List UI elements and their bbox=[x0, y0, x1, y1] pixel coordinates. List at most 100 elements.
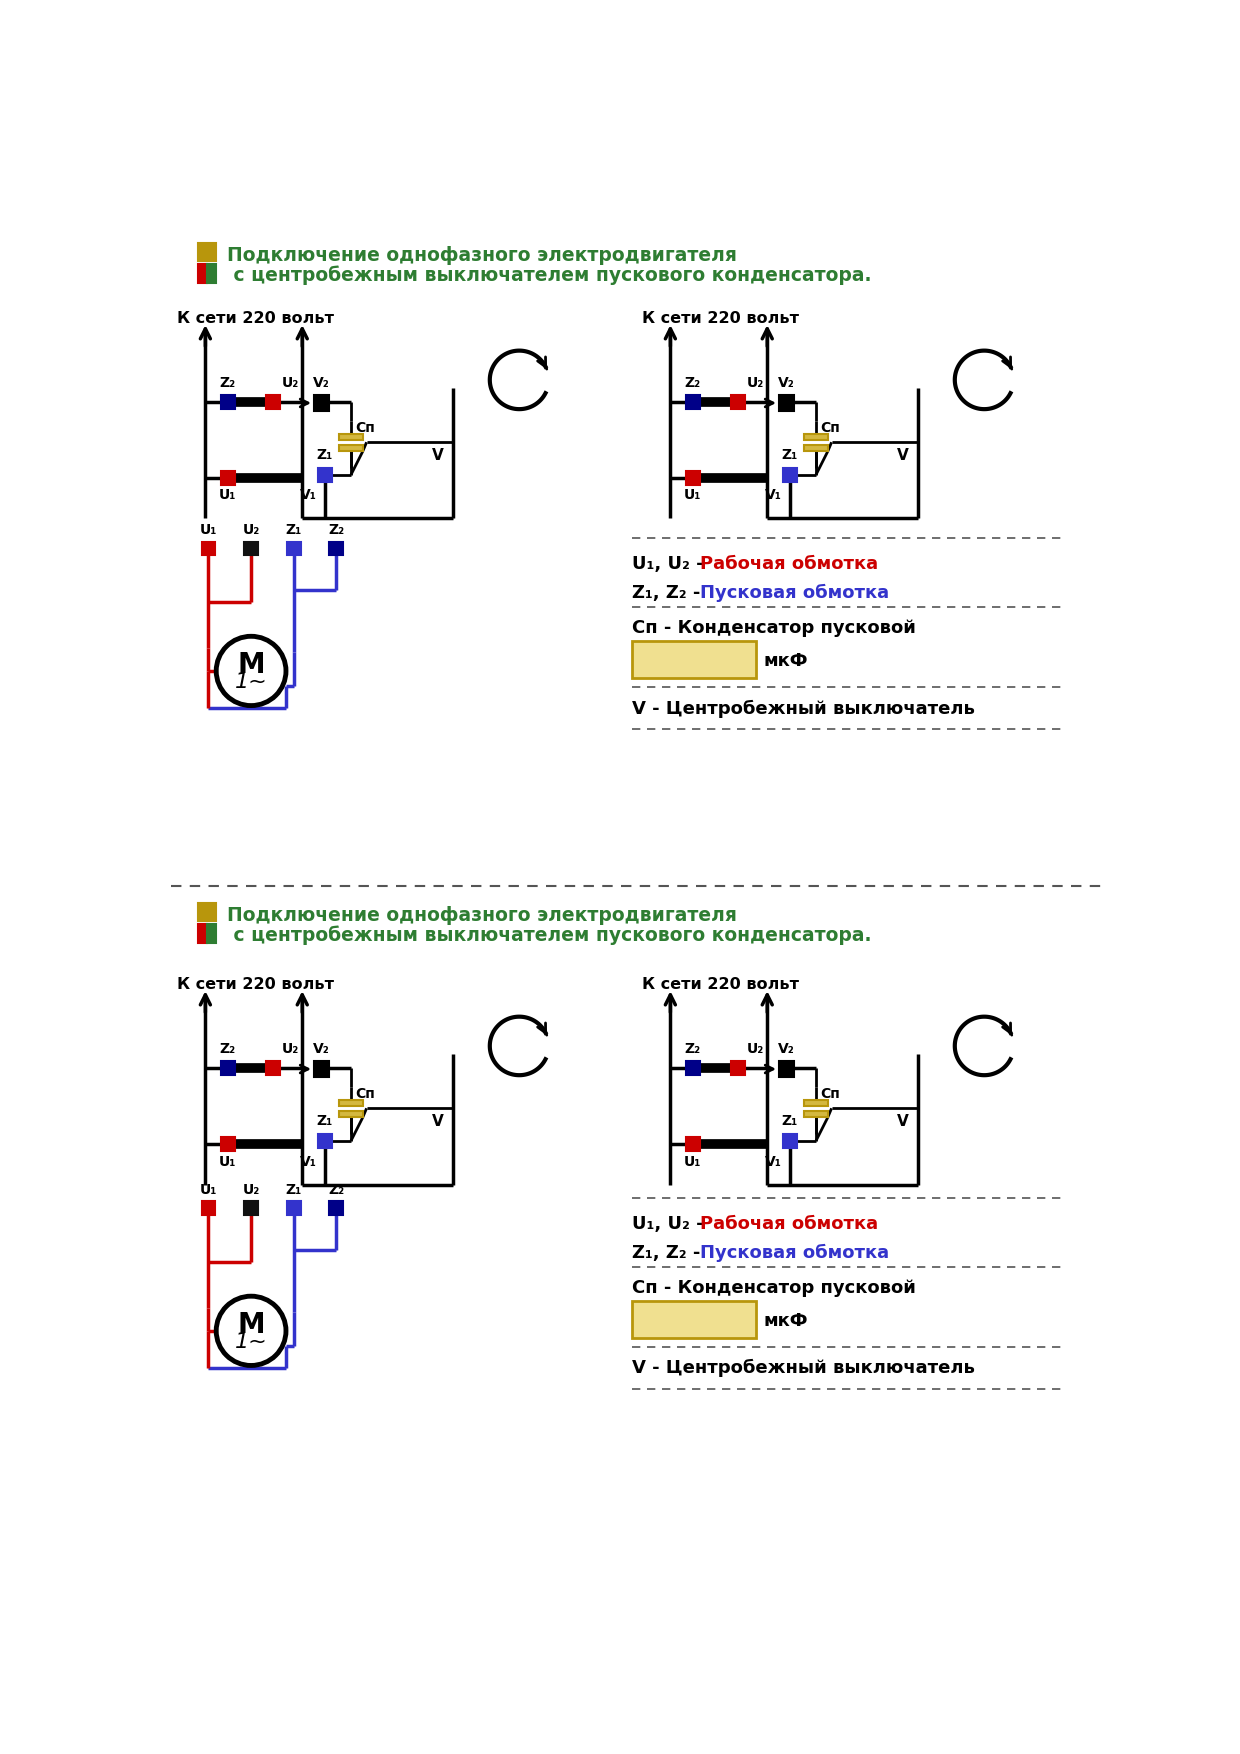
Bar bbox=[201, 542, 216, 556]
Text: U₁: U₁ bbox=[219, 488, 237, 502]
Bar bbox=[340, 444, 363, 451]
Bar bbox=[221, 395, 234, 409]
Text: Z₁: Z₁ bbox=[316, 449, 332, 463]
Bar bbox=[631, 640, 755, 677]
Bar bbox=[782, 1133, 797, 1147]
Text: Подключение однофазного электродвигателя: Подключение однофазного электродвигателя bbox=[227, 905, 737, 924]
Text: U₂: U₂ bbox=[746, 1042, 764, 1056]
Text: К сети 220 вольт: К сети 220 вольт bbox=[642, 977, 799, 991]
Text: V₂: V₂ bbox=[314, 375, 330, 389]
Text: Z₁: Z₁ bbox=[781, 449, 797, 463]
Text: мкФ: мкФ bbox=[764, 1312, 808, 1330]
Text: V₂: V₂ bbox=[779, 375, 795, 389]
Bar bbox=[782, 468, 797, 482]
Bar bbox=[286, 542, 300, 556]
Bar bbox=[197, 242, 216, 261]
Text: К сети 220 вольт: К сети 220 вольт bbox=[176, 977, 334, 991]
Bar bbox=[314, 395, 330, 410]
Bar bbox=[244, 542, 258, 556]
Text: U₁: U₁ bbox=[200, 1182, 217, 1196]
Text: U₂: U₂ bbox=[243, 523, 259, 537]
Bar bbox=[317, 468, 332, 482]
Bar bbox=[730, 395, 745, 409]
Text: V₂: V₂ bbox=[779, 1042, 795, 1056]
Bar bbox=[730, 1061, 745, 1075]
Text: M: M bbox=[237, 1310, 265, 1338]
Bar bbox=[686, 1061, 699, 1075]
Text: V: V bbox=[432, 1114, 444, 1130]
Bar bbox=[197, 903, 216, 921]
Bar bbox=[631, 1301, 755, 1338]
Text: 1~: 1~ bbox=[234, 1331, 268, 1352]
Text: Рабочая обмотка: Рабочая обмотка bbox=[699, 554, 878, 572]
Text: К сети 220 вольт: К сети 220 вольт bbox=[642, 310, 799, 326]
Bar bbox=[686, 470, 699, 484]
Bar bbox=[805, 1100, 828, 1107]
Text: Сп - Конденсатор пусковой: Сп - Конденсатор пусковой bbox=[631, 619, 915, 637]
Bar bbox=[221, 1061, 234, 1075]
Bar bbox=[805, 433, 828, 440]
Bar bbox=[265, 1061, 280, 1075]
Bar bbox=[317, 1133, 332, 1147]
Text: V - Центробежный выключатель: V - Центробежный выключатель bbox=[631, 1359, 975, 1377]
Text: Z₁, Z₂ -: Z₁, Z₂ - bbox=[631, 584, 707, 602]
Text: мкФ: мкФ bbox=[764, 652, 808, 670]
Text: V₁: V₁ bbox=[765, 488, 782, 502]
Text: V₁: V₁ bbox=[300, 1154, 317, 1168]
Bar bbox=[221, 470, 234, 484]
Text: V₂: V₂ bbox=[314, 1042, 330, 1056]
Text: Пусковая обмотка: Пусковая обмотка bbox=[699, 1244, 889, 1261]
Text: с центробежным выключателем пускового конденсатора.: с центробежным выключателем пускового ко… bbox=[227, 926, 872, 945]
Text: U₂: U₂ bbox=[746, 375, 764, 389]
Text: Cп: Cп bbox=[355, 421, 374, 435]
Text: Z₂: Z₂ bbox=[329, 523, 345, 537]
Bar bbox=[314, 1061, 330, 1077]
Text: U₁: U₁ bbox=[684, 488, 702, 502]
Text: К сети 220 вольт: К сети 220 вольт bbox=[176, 310, 334, 326]
Text: Сп - Конденсатор пусковой: Сп - Конденсатор пусковой bbox=[631, 1279, 915, 1298]
Text: Z₂: Z₂ bbox=[219, 1042, 236, 1056]
Text: Z₁: Z₁ bbox=[316, 1114, 332, 1128]
Bar bbox=[805, 1110, 828, 1117]
Bar bbox=[201, 1201, 216, 1216]
Text: Подключение однофазного электродвигателя: Подключение однофазного электродвигателя bbox=[227, 246, 737, 265]
Text: M: M bbox=[237, 651, 265, 679]
Bar bbox=[265, 395, 280, 409]
Text: 1~: 1~ bbox=[234, 672, 268, 691]
Text: Cп: Cп bbox=[355, 1087, 374, 1102]
Bar bbox=[207, 265, 216, 282]
Text: Пусковая обмотка: Пусковая обмотка bbox=[699, 584, 889, 602]
Text: V: V bbox=[897, 1114, 909, 1130]
Bar bbox=[330, 542, 343, 556]
Bar bbox=[197, 924, 207, 942]
Bar bbox=[340, 433, 363, 440]
Text: V: V bbox=[432, 447, 444, 463]
Text: Z₁, Z₂ -: Z₁, Z₂ - bbox=[631, 1244, 707, 1261]
Text: U₂: U₂ bbox=[281, 375, 299, 389]
Bar bbox=[686, 395, 699, 409]
Bar bbox=[805, 444, 828, 451]
Text: U₁: U₁ bbox=[200, 523, 217, 537]
Text: Cп: Cп bbox=[820, 421, 839, 435]
Text: Z₁: Z₁ bbox=[285, 1182, 301, 1196]
Bar bbox=[340, 1110, 363, 1117]
Bar bbox=[779, 1061, 795, 1077]
Text: V: V bbox=[897, 447, 909, 463]
Text: U₂: U₂ bbox=[281, 1042, 299, 1056]
Bar bbox=[197, 265, 207, 282]
Text: V - Центробежный выключатель: V - Центробежный выключатель bbox=[631, 700, 975, 717]
Bar bbox=[286, 1201, 300, 1216]
Text: V₁: V₁ bbox=[300, 488, 317, 502]
Bar bbox=[207, 924, 216, 942]
Text: с центробежным выключателем пускового конденсатора.: с центробежным выключателем пускового ко… bbox=[227, 267, 872, 286]
Text: Cп: Cп bbox=[820, 1087, 839, 1102]
Text: V₁: V₁ bbox=[765, 1154, 782, 1168]
Text: Z₂: Z₂ bbox=[684, 1042, 701, 1056]
Bar bbox=[330, 1201, 343, 1216]
Text: U₁, U₂ -: U₁, U₂ - bbox=[631, 554, 709, 572]
Text: Z₁: Z₁ bbox=[781, 1114, 797, 1128]
Text: Z₂: Z₂ bbox=[684, 375, 701, 389]
Text: U₁: U₁ bbox=[684, 1154, 702, 1168]
Text: U₂: U₂ bbox=[243, 1182, 259, 1196]
Text: Рабочая обмотка: Рабочая обмотка bbox=[699, 1214, 878, 1233]
